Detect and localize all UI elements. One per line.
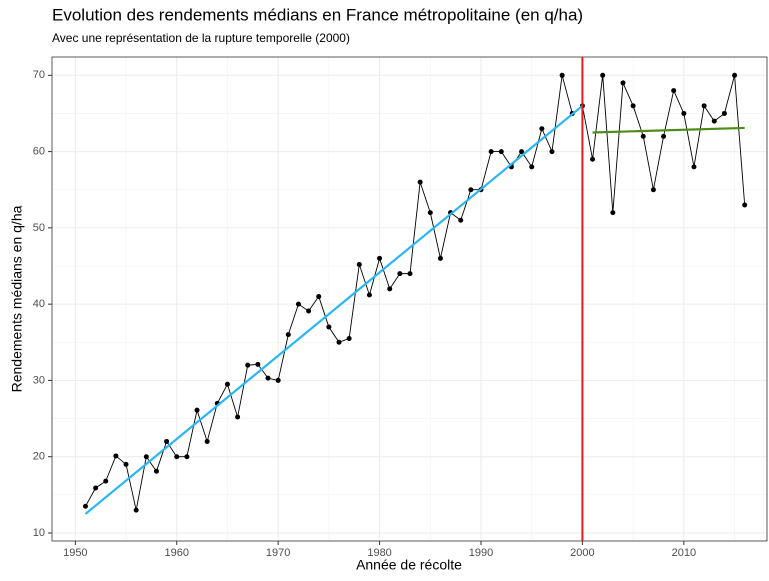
y-axis-title: Rendements médians en q/ha bbox=[9, 205, 25, 392]
data-point bbox=[539, 126, 545, 132]
data-point bbox=[498, 149, 504, 155]
data-point bbox=[285, 332, 291, 338]
data-point bbox=[194, 407, 200, 413]
series-line bbox=[592, 126, 745, 134]
data-point bbox=[235, 414, 241, 420]
data-point bbox=[265, 375, 271, 381]
data-point bbox=[316, 294, 322, 300]
data-point bbox=[559, 72, 565, 78]
x-tick-label: 1950 bbox=[63, 547, 87, 559]
data-point bbox=[387, 286, 393, 292]
data-point bbox=[549, 149, 555, 155]
x-tick-label: 1960 bbox=[165, 547, 189, 559]
data-point bbox=[82, 503, 88, 509]
x-tick-label: 1990 bbox=[469, 547, 493, 559]
data-point bbox=[184, 454, 190, 460]
y-tick-label: 50 bbox=[33, 222, 45, 234]
data-point bbox=[143, 454, 149, 460]
panel-border bbox=[51, 56, 768, 542]
x-tick-label: 2010 bbox=[672, 547, 696, 559]
data-point bbox=[346, 335, 352, 341]
series-line bbox=[85, 75, 746, 511]
data-point bbox=[620, 80, 626, 86]
data-point bbox=[610, 210, 616, 216]
data-point bbox=[397, 271, 403, 277]
data-point bbox=[681, 110, 687, 116]
data-point bbox=[732, 72, 738, 78]
data-point bbox=[224, 381, 230, 387]
data-point bbox=[661, 133, 667, 139]
data-point bbox=[275, 377, 281, 383]
data-point bbox=[326, 324, 332, 330]
y-tick-label: 20 bbox=[33, 451, 45, 463]
data-point bbox=[488, 149, 494, 155]
data-point bbox=[721, 110, 727, 116]
data-point bbox=[295, 301, 301, 307]
data-point bbox=[701, 103, 707, 109]
data-point bbox=[164, 438, 170, 444]
data-point bbox=[174, 454, 180, 460]
x-tick-label: 1980 bbox=[367, 547, 391, 559]
data-point bbox=[133, 507, 139, 513]
data-point bbox=[427, 210, 433, 216]
data-point bbox=[630, 103, 636, 109]
data-point bbox=[590, 156, 596, 162]
data-point bbox=[245, 362, 251, 368]
data-point bbox=[356, 261, 362, 267]
data-point bbox=[407, 271, 413, 277]
data-point bbox=[529, 164, 535, 170]
data-point bbox=[306, 308, 312, 314]
series-line bbox=[84, 104, 584, 515]
y-tick-label: 30 bbox=[33, 374, 45, 386]
data-point bbox=[153, 468, 159, 474]
data-point bbox=[742, 202, 748, 208]
data-point bbox=[204, 438, 210, 444]
chart-subtitle: Avec une représentation de la rupture te… bbox=[52, 31, 350, 45]
data-point bbox=[255, 361, 261, 367]
y-tick-label: 40 bbox=[33, 298, 45, 310]
x-axis-title: Année de récolte bbox=[356, 557, 462, 573]
data-point bbox=[103, 478, 109, 484]
data-point bbox=[123, 461, 129, 467]
data-point bbox=[711, 118, 717, 124]
data-point bbox=[600, 72, 606, 78]
data-point bbox=[519, 149, 525, 155]
y-tick-label: 60 bbox=[33, 145, 45, 157]
data-point bbox=[336, 339, 342, 345]
data-point bbox=[437, 255, 443, 261]
data-point bbox=[671, 88, 677, 94]
data-point bbox=[113, 453, 119, 459]
chart-title: Evolution des rendements médians en Fran… bbox=[52, 5, 583, 24]
data-point bbox=[93, 485, 99, 491]
data-point bbox=[458, 217, 464, 223]
data-point bbox=[366, 292, 372, 298]
data-point bbox=[650, 187, 656, 193]
data-point bbox=[417, 179, 423, 185]
data-point bbox=[468, 187, 474, 193]
x-tick-label: 2000 bbox=[570, 547, 594, 559]
data-point bbox=[691, 164, 697, 170]
data-point bbox=[377, 255, 383, 261]
y-tick-label: 10 bbox=[33, 527, 45, 539]
x-tick-label: 1970 bbox=[266, 547, 290, 559]
data-point bbox=[640, 133, 646, 139]
y-tick-label: 70 bbox=[33, 69, 45, 81]
